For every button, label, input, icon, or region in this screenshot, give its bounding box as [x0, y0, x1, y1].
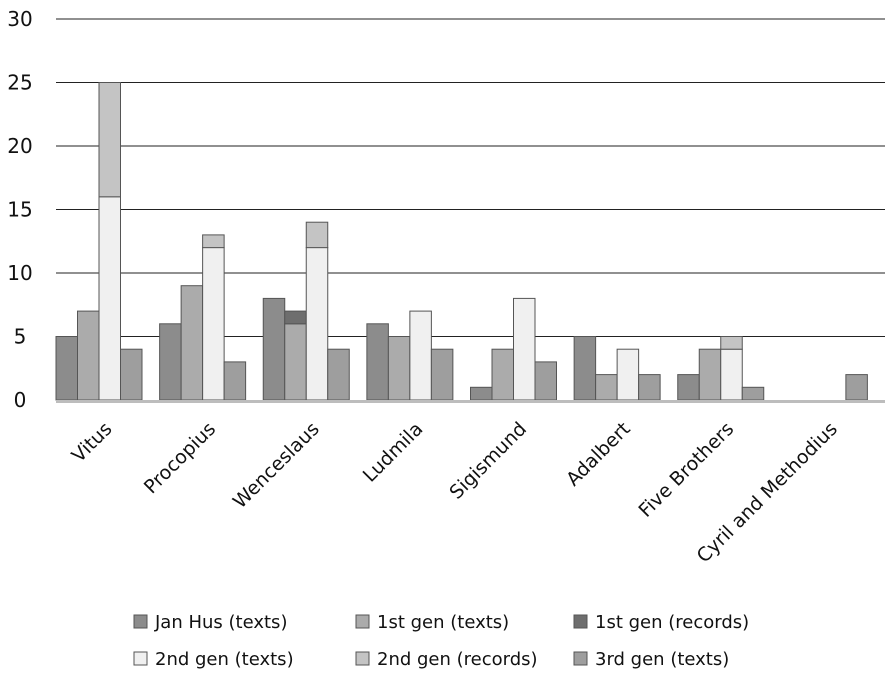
x-category-label: Sigismund: [445, 418, 531, 504]
bar-wenceslaus-series-1: [284, 323, 307, 401]
x-axis-categories: Vitus Procopius Wenceslaus Ludmila Sigismund…: [68, 418, 842, 567]
bar-vitus-series-1: [77, 310, 100, 401]
bar-vitus-series-0: [55, 336, 78, 401]
bar-wenceslaus-series-2: [284, 310, 307, 325]
bar-five-brothers-series-1: [698, 348, 722, 401]
bar-ludmila-series-3: [409, 310, 432, 401]
bar-five-brothers-series-0: [677, 374, 700, 401]
bar-ludmila-series-1: [387, 336, 411, 401]
bar-procopius-series-3: [202, 247, 225, 401]
legend-label: 2nd gen (texts): [155, 649, 294, 670]
bar-procopius-series-5: [223, 361, 247, 401]
bar-wenceslaus-series-4: [305, 221, 329, 249]
x-category-label: Procopius: [140, 418, 220, 498]
bar-sigismund-series-1: [491, 348, 514, 401]
bar-adalbert-series-1: [595, 374, 618, 401]
bar-sigismund-series-3: [513, 297, 536, 401]
legend-swatch: [355, 614, 370, 629]
y-axis-ticks: 0 5 10 15 20 25 30: [7, 7, 32, 412]
y-tick-label: 20: [7, 134, 32, 158]
bar-cyril-and-methodius-series-5: [845, 374, 868, 401]
x-category-label: Adalbert: [562, 418, 635, 491]
y-tick-label: 10: [7, 261, 32, 285]
legend-swatch: [573, 614, 588, 629]
bar-procopius-series-1: [180, 285, 204, 401]
y-tick-label: 15: [7, 198, 32, 222]
legend-swatch: [133, 614, 148, 629]
legend-label: 1st gen (records): [595, 612, 749, 633]
bar-vitus-series-4: [98, 82, 121, 198]
y-tick-label: 0: [14, 388, 27, 412]
bar-wenceslaus-series-3: [305, 247, 329, 401]
legend-swatch: [133, 651, 148, 666]
bar-wenceslaus-series-0: [262, 297, 286, 401]
bar-ludmila-series-5: [430, 348, 454, 401]
x-category-label: Ludmila: [359, 418, 428, 487]
legend-swatch: [573, 651, 588, 666]
x-axis-line: [56, 400, 885, 403]
bar-ludmila-series-0: [366, 323, 389, 401]
bar-sigismund-series-0: [470, 386, 493, 401]
bar-vitus-series-3: [98, 196, 121, 401]
bar-procopius-series-4: [202, 234, 225, 249]
bars: [55, 82, 868, 401]
x-axis-line: [56, 400, 885, 403]
legend-label: Jan Hus (texts): [154, 612, 287, 633]
y-tick-label: 5: [14, 325, 27, 349]
legend-label: 1st gen (texts): [377, 612, 509, 633]
x-category-label: Five Brothers: [635, 418, 739, 522]
bar-adalbert-series-5: [638, 374, 661, 401]
bar-five-brothers-series-4: [720, 336, 743, 350]
bar-sigismund-series-5: [534, 361, 557, 401]
legend-swatch: [355, 651, 370, 666]
legend: Jan Hus (texts) 1st gen (texts) 1st gen (r…: [133, 612, 749, 670]
bar-adalbert-series-0: [573, 336, 597, 401]
y-tick-label: 30: [7, 7, 32, 31]
grid-lines: [56, 18, 885, 337]
bar-adalbert-series-3: [616, 348, 640, 401]
bar-vitus-series-5: [120, 348, 143, 401]
legend-label: 2nd gen (records): [377, 649, 538, 670]
legend-label: 3rd gen (texts): [595, 649, 729, 670]
x-category-label: Vitus: [68, 418, 117, 467]
y-tick-label: 25: [7, 71, 32, 95]
bar-procopius-series-0: [159, 323, 182, 401]
bar-five-brothers-series-3: [720, 348, 743, 401]
bar-five-brothers-series-5: [741, 386, 765, 401]
x-category-label: Wenceslaus: [229, 418, 324, 513]
bar-wenceslaus-series-5: [327, 348, 350, 401]
